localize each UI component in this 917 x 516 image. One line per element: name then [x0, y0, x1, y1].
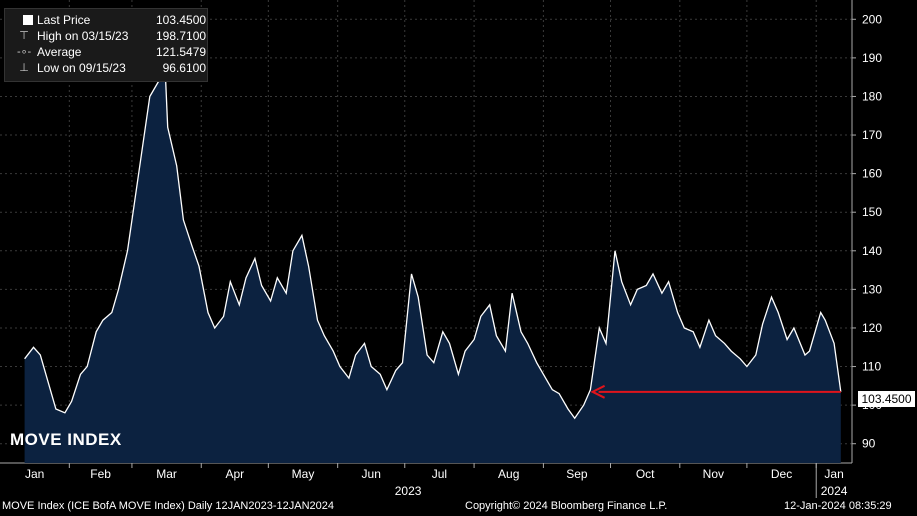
footer-description: MOVE Index (ICE BofA MOVE Index) Daily 1…: [2, 500, 334, 512]
x-tick-label: Oct: [636, 467, 655, 481]
high-marker-icon: ⊤: [19, 30, 29, 42]
x-axis: Jan Feb Mar Apr May Jun Jul Aug Sep Oct Nov Dec Jan 2…: [25, 463, 848, 498]
x-tick-label: Dec: [771, 467, 792, 481]
y-tick-label: 90: [862, 437, 876, 451]
footer-copyright: Copyright© 2024 Bloomberg Finance L.P.: [465, 500, 668, 512]
footer: MOVE Index (ICE BofA MOVE Index) Daily 1…: [0, 498, 917, 516]
arrow-head: [590, 384, 606, 399]
legend-high-value: 198.7100: [156, 29, 207, 43]
year-label: 2023: [395, 484, 422, 498]
footer-timestamp: 12-Jan-2024 08:35:29: [784, 500, 892, 512]
x-tick-label: Nov: [703, 467, 724, 481]
x-tick-label: Jul: [432, 467, 447, 481]
x-tick-label: Mar: [156, 467, 177, 481]
y-tick-label: 180: [862, 89, 882, 103]
x-tick-label: Jun: [362, 467, 381, 481]
y-tick-label: 120: [862, 321, 882, 335]
x-tick-label: Sep: [566, 467, 588, 481]
x-tick-label: Apr: [225, 467, 244, 481]
legend-last-label: Last Price: [37, 13, 91, 27]
legend-low-label: Low on 09/15/23: [37, 61, 126, 75]
y-tick-label: 160: [862, 167, 882, 181]
y-tick-label: 170: [862, 128, 882, 142]
y-axis: 90100110120130140150160170180190200: [852, 12, 882, 451]
legend: Last Price 103.4500 ⊤ High on 03/15/23 1…: [4, 8, 208, 82]
x-tick-label: Jan: [824, 467, 843, 481]
legend-last-value: 103.4500: [156, 13, 207, 27]
y-tick-label: 130: [862, 282, 882, 296]
y-tick-label: 110: [862, 360, 881, 374]
chart-title-overlay: MOVE INDEX: [10, 430, 122, 449]
legend-high-label: High on 03/15/23: [37, 29, 129, 43]
y-tick-label: 190: [862, 51, 882, 65]
x-tick-label: Aug: [498, 467, 519, 481]
square-icon: [23, 15, 33, 25]
x-tick-label: Jan: [25, 467, 44, 481]
x-tick-label: Feb: [90, 467, 111, 481]
legend-low-value: 96.6100: [162, 61, 206, 75]
y-tick-label: 200: [862, 12, 882, 26]
x-tick-label: May: [292, 467, 315, 481]
last-price-arrow: [590, 384, 841, 399]
legend-average-label: Average: [37, 45, 82, 59]
series-area-fill: [24, 24, 841, 464]
y-tick-label: 140: [862, 244, 882, 258]
y-tick-label: 150: [862, 205, 882, 219]
average-marker-icon: -∘-: [17, 46, 32, 58]
year-label: 2024: [821, 484, 848, 498]
legend-average-value: 121.5479: [156, 45, 207, 59]
last-price-tag: 103.4500: [858, 391, 915, 407]
low-marker-icon: ⊥: [19, 62, 29, 74]
